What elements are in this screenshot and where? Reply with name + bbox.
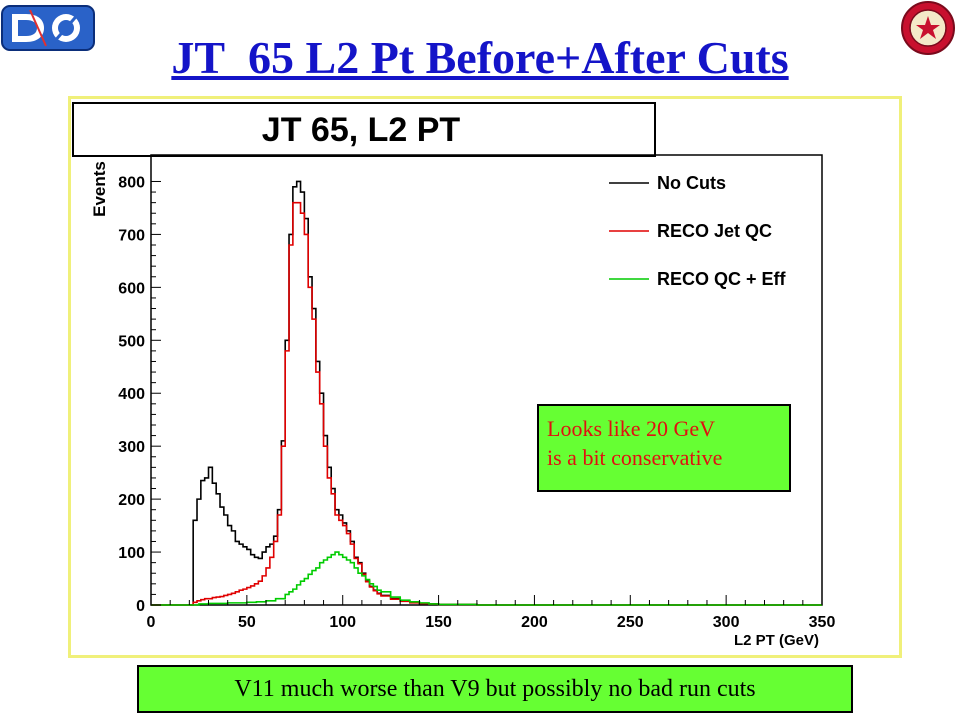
- histogram-panel: JT 65, L2 PT 0 100 200 300 400 500 600 700 800 0 5…: [68, 96, 902, 658]
- footer-note: V11 much worse than V9 but possibly no b…: [137, 665, 853, 713]
- y-axis-label: Events: [90, 161, 109, 217]
- university-seal-logo: [900, 0, 956, 56]
- x-axis-label: L2 PT (GeV): [734, 632, 819, 649]
- x-tick-label: 0: [147, 614, 156, 631]
- legend: No Cuts RECO Jet QC RECO QC + Eff: [609, 173, 787, 289]
- series-line-no-cuts: [151, 180, 822, 606]
- y-tick-label: 700: [118, 227, 145, 244]
- series-line-reco-qc-eff: [151, 551, 822, 606]
- legend-label-reco-jet-qc: RECO Jet QC: [657, 221, 772, 241]
- series-line-reco-jet-qc: [151, 201, 822, 606]
- histogram-chart: JT 65, L2 PT 0 100 200 300 400 500 600 700 800 0 5…: [72, 102, 836, 649]
- chart-title: JT 65, L2 PT: [262, 111, 461, 149]
- x-tick-label: 250: [617, 614, 644, 631]
- legend-label-no-cuts: No Cuts: [657, 173, 726, 193]
- x-tick-label: 50: [238, 614, 256, 631]
- note-line-2: is a bit conservative: [547, 445, 723, 470]
- y-tick-label: 500: [118, 333, 145, 350]
- x-tick-label: 100: [329, 614, 356, 631]
- x-tick-label: 200: [521, 614, 548, 631]
- y-tick-label: 0: [136, 598, 145, 615]
- y-tick-label: 600: [118, 280, 145, 297]
- x-tick-label: 300: [713, 614, 740, 631]
- y-tick-label: 200: [118, 492, 145, 509]
- dzero-logo: [0, 0, 100, 56]
- annotation-note: Looks like 20 GeV is a bit conservative: [537, 404, 791, 492]
- y-tick-label: 800: [118, 174, 145, 191]
- note-line-1: Looks like 20 GeV: [547, 416, 716, 441]
- x-tick-label: 350: [809, 614, 836, 631]
- slide-title: JT_65 L2 Pt Before+After Cuts: [171, 32, 789, 83]
- y-tick-label: 300: [118, 439, 145, 456]
- x-tick-label: 150: [425, 614, 452, 631]
- legend-label-reco-qc-eff: RECO QC + Eff: [657, 269, 787, 289]
- y-tick-label: 400: [118, 386, 145, 403]
- y-tick-label: 100: [118, 545, 145, 562]
- chart-title-box: [72, 102, 656, 157]
